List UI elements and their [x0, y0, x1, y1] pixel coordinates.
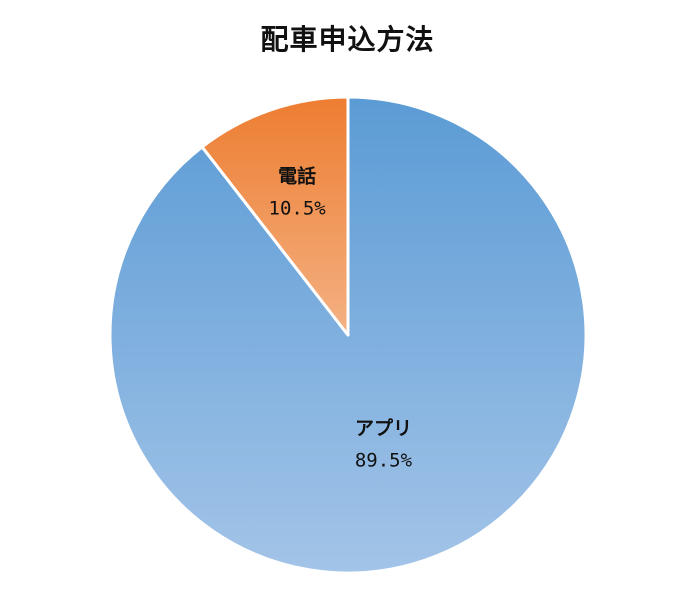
slice-label-0: アプリ	[355, 417, 412, 440]
slice-value-0: 89.5%	[355, 450, 413, 472]
chart-title: 配車申込方法	[260, 23, 435, 56]
slice-label-1: 電話	[278, 164, 316, 187]
pie-slice-1	[200, 95, 350, 337]
slice-value-1: 10.5%	[269, 197, 327, 219]
